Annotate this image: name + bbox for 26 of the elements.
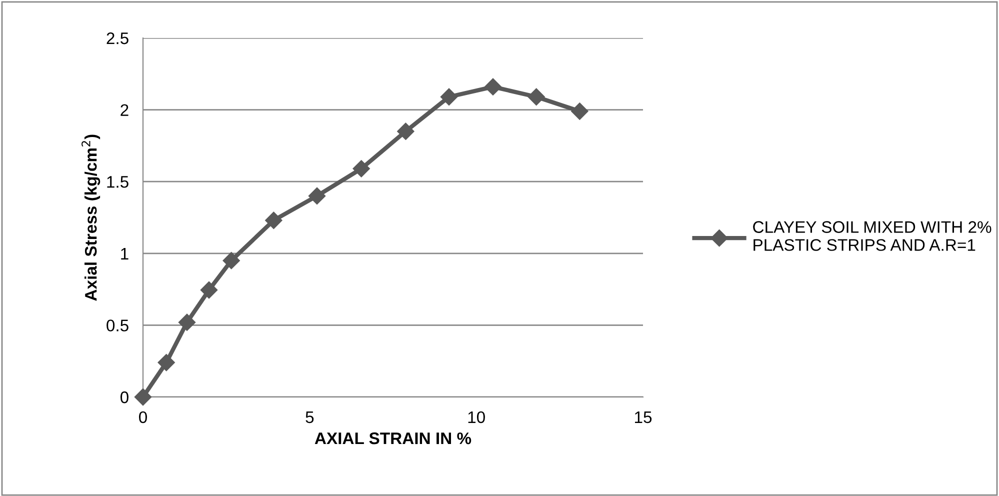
- point: [222, 252, 240, 270]
- x-axis-title: AXIAL STRAIN IN %: [314, 432, 472, 444]
- y-axis-title: Axial Stress (kg/cm$^{2}$): [82, 134, 100, 301]
- point: [528, 88, 545, 106]
- y-tick-label: 0: [120, 391, 128, 404]
- y-tick-label: 2: [120, 104, 128, 116]
- y-tick-label: 2.5: [106, 32, 128, 44]
- x-tick-label: 15: [635, 412, 652, 424]
- point: [571, 102, 588, 120]
- point: [440, 88, 458, 106]
- point: [484, 78, 502, 96]
- point: [352, 160, 370, 178]
- point: [134, 388, 152, 406]
- point: [308, 187, 326, 205]
- point: [265, 212, 282, 229]
- point: [178, 314, 196, 331]
- x-tick-label: 0: [139, 411, 147, 424]
- y-tick-label: 1.5: [107, 176, 128, 188]
- y-tick-label: 0.5: [106, 320, 128, 332]
- point: [200, 281, 218, 299]
- legend-label: CLAYEY SOIL MIXED WITH 2% PLASTIC STRIPS AND A.R=1: [753, 221, 992, 251]
- x-tick-label: 5: [306, 412, 314, 424]
- y-tick-label: 1: [121, 248, 128, 260]
- x-tick-label: 10: [468, 411, 485, 424]
- point: [158, 354, 175, 372]
- point: [397, 122, 414, 140]
